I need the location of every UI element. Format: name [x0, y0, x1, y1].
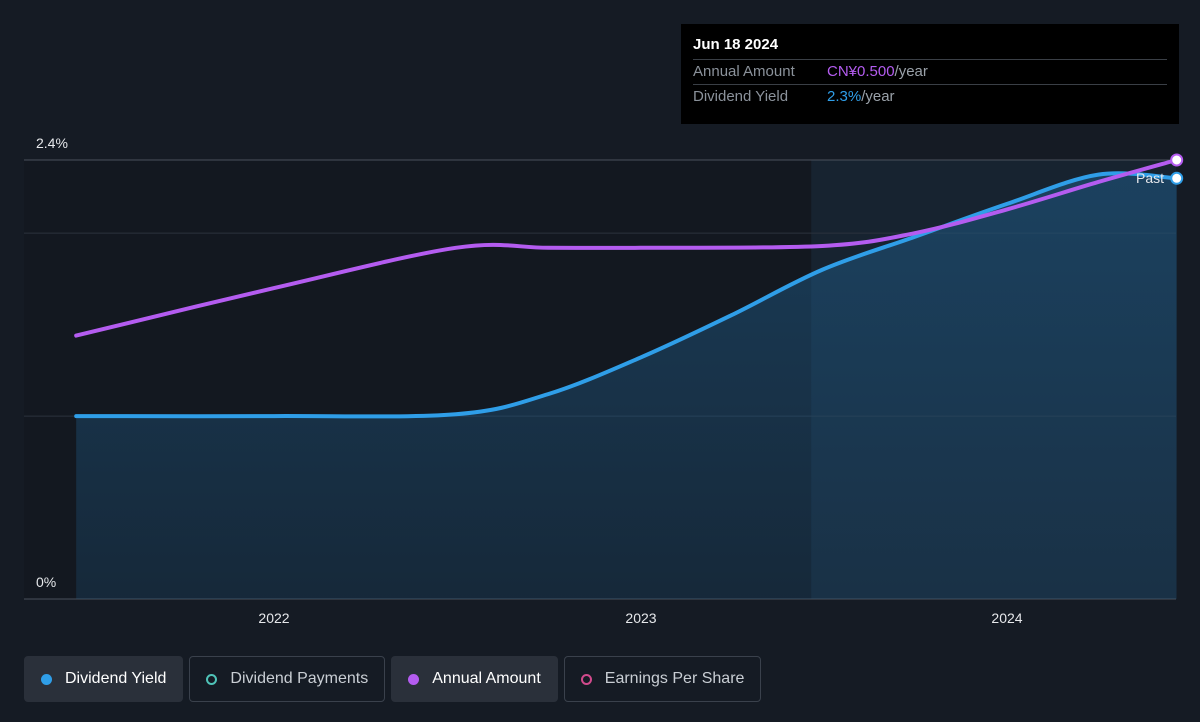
end-markers [1170, 153, 1184, 185]
x-axis-labels: 2022 2023 2024 [258, 610, 1022, 626]
dividend-payments-ring-icon [206, 673, 218, 685]
tooltip-unit: /year [894, 63, 928, 80]
dividend-yield-area [76, 173, 1177, 599]
series-end-marker [1170, 171, 1184, 185]
series-end-marker [1170, 153, 1184, 167]
earnings-per-share-ring-icon [580, 673, 592, 685]
tooltip-date: Jun 18 2024 [693, 36, 779, 53]
legend-annual-amount-button[interactable]: Annual Amount [391, 656, 558, 702]
tooltip-row-annual-amount: Annual Amount CN¥0.500 /year [693, 59, 1167, 84]
legend-dividend-payments-button[interactable]: Dividend Payments [189, 656, 386, 702]
legend-label: Dividend Yield [65, 670, 167, 687]
legend-earnings-per-share-button[interactable]: Earnings Per Share [563, 656, 762, 702]
y-tick-label: 0% [36, 574, 56, 590]
y-tick-label: 2.4% [36, 135, 68, 151]
tooltip-value: 2.3% [827, 88, 862, 105]
legend-label: Dividend Payments [230, 670, 369, 687]
past-label: Past [1136, 170, 1164, 186]
annual-amount-line [74, 158, 1179, 338]
legend-label: Annual Amount [432, 670, 541, 687]
tooltip-label: Dividend Yield [693, 88, 789, 105]
x-tick-label: 2023 [625, 610, 656, 626]
annual-amount-dot-icon [408, 673, 420, 685]
tooltip: Jun 18 2024 Annual Amount CN¥0.500 /year… [681, 24, 1179, 124]
legend-dividend-yield-button[interactable]: Dividend Yield [24, 656, 184, 702]
dividend-yield-dot-icon [41, 673, 52, 685]
tooltip-label: Annual Amount [693, 63, 795, 80]
dividend-yield-line [74, 171, 1179, 419]
tooltip-row-dividend-yield: Dividend Yield 2.3% /year [693, 84, 1167, 109]
legend-label: Earnings Per Share [604, 670, 745, 687]
x-tick-label: 2024 [991, 610, 1022, 626]
tooltip-value: CN¥0.500 [827, 63, 895, 80]
tooltip-unit: /year [861, 88, 895, 105]
y-axis-labels: 0% 2.4% [36, 135, 68, 590]
legend: Dividend Yield Dividend Payments Annual … [24, 656, 762, 702]
x-tick-label: 2022 [258, 610, 289, 626]
